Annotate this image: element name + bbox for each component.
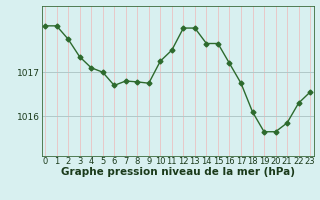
X-axis label: Graphe pression niveau de la mer (hPa): Graphe pression niveau de la mer (hPa) [60,167,295,177]
